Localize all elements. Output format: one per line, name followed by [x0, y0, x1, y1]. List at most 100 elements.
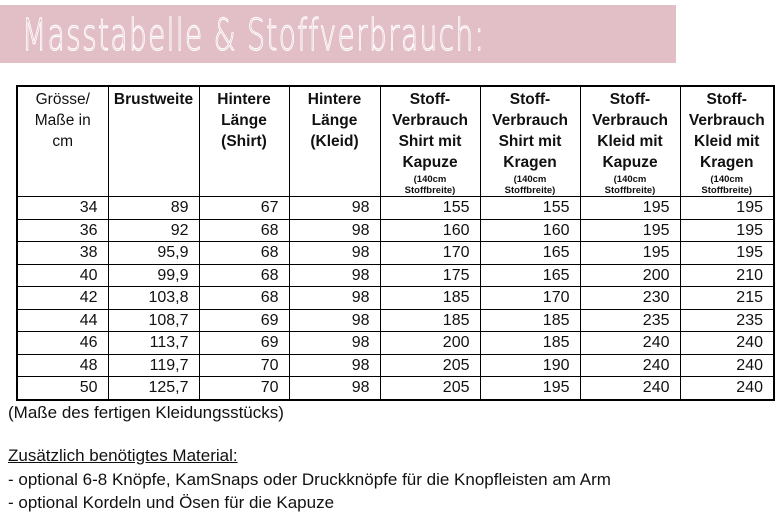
table-cell: 185: [479, 308, 581, 332]
size-cell: 50: [16, 376, 109, 400]
table-cell: 68: [198, 218, 290, 242]
column-header-verbrauch-kleid-kapuze: Stoff- Verbrauch Kleid mit Kapuze (140cm …: [579, 85, 681, 197]
column-header-verbrauch-shirt-kragen: Stoff- Verbrauch Shirt mit Kragen (140cm …: [479, 85, 581, 197]
column-header-label: Hintere Länge (Kleid): [307, 91, 362, 150]
table-cell: 195: [479, 376, 581, 400]
table-cell: 175: [379, 263, 481, 287]
table-cell: 98: [288, 241, 381, 265]
column-header-hintere-laenge-shirt: Hintere Länge (Shirt): [198, 85, 290, 197]
column-header-subnote: (140cm Stoffbreite): [404, 174, 456, 196]
table-cell: 195: [679, 241, 775, 265]
table-cell: 95,9: [107, 241, 200, 265]
table-cell: 165: [479, 263, 581, 287]
table-cell: 195: [579, 196, 681, 220]
size-cell: 48: [16, 353, 109, 377]
table-cell: 92: [107, 218, 200, 242]
column-header-label: Hintere Länge (Shirt): [217, 91, 271, 150]
table-cell: 67: [198, 196, 290, 220]
column-header-label: Stoff- Verbrauch Kleid mit Kapuze: [592, 91, 668, 171]
table-cell: 119,7: [107, 353, 200, 377]
table-cell: 205: [379, 376, 481, 400]
table-cell: 155: [379, 196, 481, 220]
table-cell: 113,7: [107, 331, 200, 355]
table-cell: 240: [679, 353, 775, 377]
table-cell: 103,8: [107, 286, 200, 310]
size-cell: 42: [16, 286, 109, 310]
table-row: 36 92 68 98 160 160 195 195: [16, 218, 775, 242]
table-caption: (Maße des fertigen Kleidungsstücks): [8, 403, 284, 422]
size-cell: 40: [16, 263, 109, 287]
table-row: 42 103,8 68 98 185 170 230 215: [16, 286, 775, 310]
table-cell: 240: [679, 331, 775, 355]
column-header-verbrauch-kleid-kragen: Stoff- Verbrauch Kleid mit Kragen (140cm …: [679, 85, 775, 197]
column-header-label: Brustweite: [113, 91, 194, 108]
table-cell: 69: [198, 308, 290, 332]
table-cell: 99,9: [107, 263, 200, 287]
title-banner: Masstabelle & Stoffverbrauch:: [0, 5, 676, 63]
table-cell: 185: [379, 286, 481, 310]
table-cell: 195: [679, 218, 775, 242]
table-cell: 108,7: [107, 308, 200, 332]
materials-item: - optional Kordeln und Ösen für die Kapu…: [8, 493, 335, 512]
table-cell: 240: [579, 331, 681, 355]
table-cell: 98: [288, 196, 381, 220]
size-cell: 38: [16, 241, 109, 265]
table-row: 44 108,7 69 98 185 185 235 235: [16, 308, 775, 332]
size-and-fabric-table: Grösse/ Maße in cm Brustweite Hintere Lä…: [16, 85, 775, 401]
column-header-label: Stoff- Verbrauch Shirt mit Kapuze: [392, 91, 468, 171]
table-cell: 68: [198, 241, 290, 265]
materials-heading: Zusätzlich benötigtes Material:: [8, 446, 238, 465]
page-title: Masstabelle & Stoffverbrauch:: [22, 10, 486, 61]
table-cell: 215: [679, 286, 775, 310]
table-cell: 165: [479, 241, 581, 265]
table-row: 38 95,9 68 98 170 165 195 195: [16, 241, 775, 265]
table-row: 34 89 67 98 155 155 195 195: [16, 196, 775, 220]
table-cell: 190: [479, 353, 581, 377]
table-cell: 98: [288, 376, 381, 400]
table-cell: 98: [288, 308, 381, 332]
table-cell: 155: [479, 196, 581, 220]
column-header-hintere-laenge-kleid: Hintere Länge (Kleid): [288, 85, 381, 197]
table-cell: 98: [288, 263, 381, 287]
table-cell: 98: [288, 353, 381, 377]
column-header-verbrauch-shirt-kapuze: Stoff- Verbrauch Shirt mit Kapuze (140cm …: [379, 85, 481, 197]
size-cell: 44: [16, 308, 109, 332]
table-cell: 235: [579, 308, 681, 332]
table-cell: 160: [379, 218, 481, 242]
table-cell: 205: [379, 353, 481, 377]
table-header-row: Grösse/ Maße in cm Brustweite Hintere Lä…: [16, 85, 775, 197]
table-cell: 170: [379, 241, 481, 265]
size-cell: 36: [16, 218, 109, 242]
table-cell: 185: [479, 331, 581, 355]
column-header-brustweite: Brustweite: [107, 85, 200, 197]
table-row: 50 125,7 70 98 205 195 240 240: [16, 376, 775, 400]
materials-item: - optional 6-8 Knöpfe, KamSnaps oder Dru…: [8, 469, 611, 489]
column-header-label: Stoff- Verbrauch Kleid mit Kragen: [688, 91, 765, 171]
column-header-subnote: (140cm Stoffbreite): [701, 174, 753, 196]
column-header-subnote: (140cm Stoffbreite): [504, 174, 556, 196]
table-cell: 98: [288, 331, 381, 355]
table-cell: 195: [579, 241, 681, 265]
table-cell: 240: [679, 376, 775, 400]
table-cell: 98: [288, 286, 381, 310]
table-cell: 200: [379, 331, 481, 355]
table-cell: 70: [198, 353, 290, 377]
table-row: 40 99,9 68 98 175 165 200 210: [16, 263, 775, 287]
table-cell: 210: [679, 263, 775, 287]
table-cell: 98: [288, 218, 381, 242]
table-cell: 240: [579, 353, 681, 377]
table-cell: 195: [679, 196, 775, 220]
table-cell: 89: [107, 196, 200, 220]
table-row: 48 119,7 70 98 205 190 240 240: [16, 353, 775, 377]
table-row: 46 113,7 69 98 200 185 240 240: [16, 331, 775, 355]
column-header-subnote: (140cm Stoffbreite): [604, 174, 656, 196]
table-cell: 240: [579, 376, 681, 400]
table-cell: 160: [479, 218, 581, 242]
table-cell: 230: [579, 286, 681, 310]
size-cell: 34: [16, 196, 109, 220]
table-cell: 69: [198, 331, 290, 355]
table-cell: 185: [379, 308, 481, 332]
table-cell: 70: [198, 376, 290, 400]
size-cell: 46: [16, 331, 109, 355]
materials-section: Zusätzlich benötigtes Material: - option…: [8, 444, 611, 515]
